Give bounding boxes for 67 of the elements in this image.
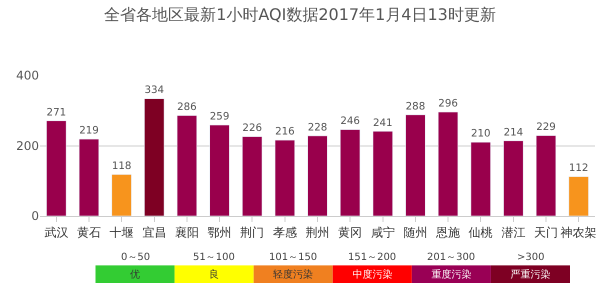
data-label: 246 <box>340 115 360 128</box>
x-tick-label: 咸宁 <box>370 225 395 240</box>
chart-title: 全省各地区最新1小时AQI数据2017年1月4日13时更新 <box>104 4 496 24</box>
data-label: 210 <box>470 128 491 140</box>
bar <box>536 135 556 216</box>
text: 151～200 <box>348 252 396 263</box>
bar <box>503 140 524 216</box>
text: 51～100 <box>193 252 235 263</box>
data-label: 214 <box>504 126 524 138</box>
category-label: 重度污染 <box>431 268 472 280</box>
x-tick-label: 黄冈 <box>338 225 362 240</box>
x-tick-label: 荆州 <box>306 225 330 240</box>
x-tick-label: 武汉 <box>44 225 68 240</box>
data-label: 216 <box>275 126 295 138</box>
category-label: 轻度污染 <box>273 268 314 280</box>
data-label: 112 <box>568 162 588 174</box>
bar <box>176 115 197 216</box>
x-tick-label: 随州 <box>403 225 428 240</box>
bar <box>112 174 132 216</box>
bar <box>46 120 66 216</box>
category-label: 严重污染 <box>510 268 550 280</box>
x-tick-label: 襄阳 <box>174 225 199 240</box>
text: 201～300 <box>427 252 476 263</box>
bar <box>438 112 458 216</box>
bar <box>405 114 426 216</box>
bar <box>274 140 295 216</box>
data-label: 228 <box>308 121 328 134</box>
x-tick-label: 潜江 <box>501 225 526 240</box>
text: 0～50 <box>121 252 150 263</box>
y-tick-label: 200 <box>16 138 39 153</box>
x-tick-label: 神农架 <box>560 225 597 240</box>
category-label: 中度污染 <box>352 268 392 280</box>
y-tick-label: 0 <box>31 209 39 224</box>
bar <box>470 142 491 216</box>
x-tick-label: 孝感 <box>272 225 297 240</box>
data-label: 259 <box>210 110 230 122</box>
bar <box>340 129 360 216</box>
bar <box>78 138 100 216</box>
bar <box>307 136 328 216</box>
data-label: 226 <box>242 122 262 134</box>
bar <box>210 124 230 216</box>
data-label: 118 <box>112 160 132 172</box>
y-tick-label: 400 <box>16 68 39 83</box>
data-label: 286 <box>177 100 197 113</box>
x-tick-label: 荆门 <box>240 225 264 240</box>
data-label: 241 <box>373 116 393 129</box>
data-label: 229 <box>536 121 556 134</box>
data-label: 288 <box>406 100 426 112</box>
bar <box>242 136 262 216</box>
bar <box>372 131 393 216</box>
x-tick-label: 黄石 <box>76 225 101 240</box>
data-label: 296 <box>438 97 458 110</box>
bar <box>568 176 589 216</box>
data-label: 334 <box>144 84 164 96</box>
x-tick-label: 仙桃 <box>468 225 493 240</box>
category-label: 良 <box>209 268 220 280</box>
bar <box>144 98 164 216</box>
x-tick-label: 鄂州 <box>208 225 232 240</box>
data-label: 271 <box>46 106 66 118</box>
data-label: 219 <box>79 124 99 137</box>
x-tick-label: 宜昌 <box>142 225 166 240</box>
x-tick-label: 恩施 <box>435 225 460 240</box>
text: 101～150 <box>269 252 318 263</box>
x-tick-label: 十堰 <box>110 225 134 240</box>
x-tick-label: 天门 <box>534 225 558 240</box>
category-label: 优 <box>130 269 140 280</box>
text: >300 <box>517 252 544 263</box>
